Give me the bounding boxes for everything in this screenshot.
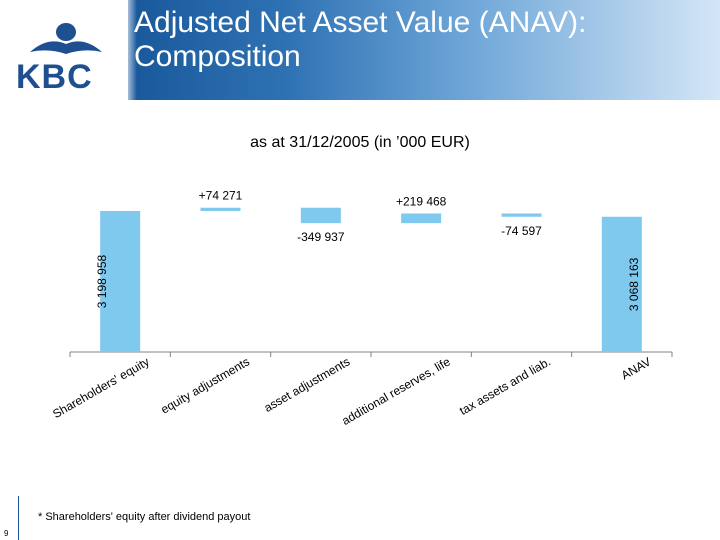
chart-subtitle: as at 31/12/2005 (in ’000 EUR) xyxy=(250,134,470,151)
data-label: -349 937 xyxy=(297,230,345,244)
data-label: +74 271 xyxy=(199,189,243,203)
waterfall-chart: 3 198 958 Shareholders' equity +74 271 equi… xyxy=(50,189,673,428)
page-number: 9 xyxy=(4,529,9,538)
data-label: 3 198 958 xyxy=(95,254,109,308)
category-label: additional reserves, life xyxy=(339,354,453,428)
data-label: -74 597 xyxy=(501,224,542,238)
category-label: Shareholders' equity xyxy=(50,354,151,421)
title-line-2: Composition xyxy=(134,40,301,73)
data-label: 3 068 163 xyxy=(627,257,641,311)
bar xyxy=(100,211,141,352)
bar xyxy=(200,207,241,211)
logo-head xyxy=(56,23,76,41)
footer-divider xyxy=(18,496,19,540)
bar xyxy=(300,207,341,224)
bar xyxy=(501,213,542,217)
category-label: tax assets and liab. xyxy=(457,354,553,417)
footnote: * Shareholders' equity after dividend pa… xyxy=(38,511,251,523)
kbc-logo-icon xyxy=(30,23,102,54)
logo-wings xyxy=(30,41,102,54)
logo-panel: KBC xyxy=(0,0,128,100)
bar xyxy=(601,216,642,352)
category-label: equity adjustments xyxy=(158,354,252,416)
data-label: +219 468 xyxy=(396,194,447,208)
logo-text: KBC xyxy=(16,58,93,96)
category-label: asset adjustments xyxy=(262,354,353,414)
bar xyxy=(401,213,442,224)
category-label: ANAV xyxy=(619,354,654,382)
page-title: Adjusted Net Asset Value (ANAV): Composi… xyxy=(134,6,704,74)
title-line-1: Adjusted Net Asset Value (ANAV): xyxy=(134,6,587,39)
